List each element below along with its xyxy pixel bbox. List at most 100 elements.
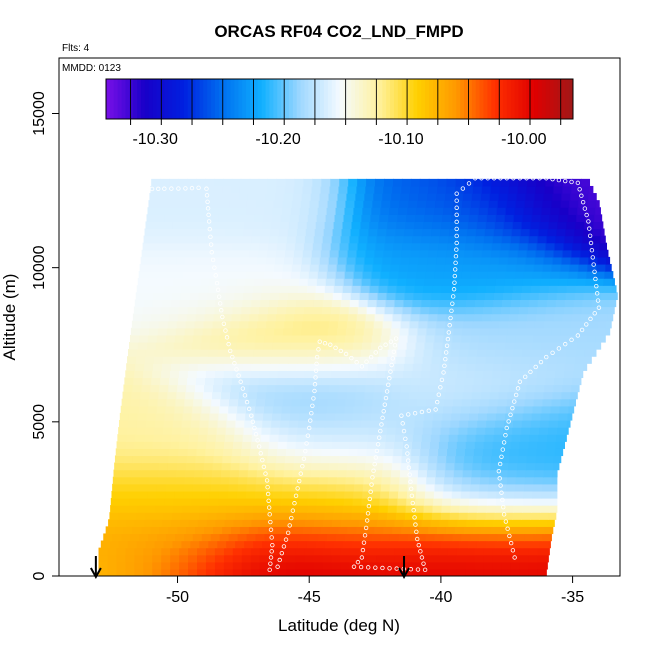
colorbar-segment	[444, 79, 449, 119]
heatmap-cell	[399, 327, 410, 336]
heatmap-cell	[514, 271, 525, 279]
heatmap-cell	[345, 200, 356, 208]
heatmap-cell	[351, 221, 362, 230]
heatmap-cell	[563, 306, 574, 315]
track-point	[226, 341, 231, 347]
heatmap-cell	[465, 547, 476, 556]
heatmap-cell	[140, 469, 150, 478]
heatmap-cell	[188, 547, 198, 556]
heatmap-cell	[252, 512, 263, 520]
heatmap-cell	[501, 299, 512, 308]
heatmap-cell	[229, 327, 239, 336]
heatmap-cell	[451, 412, 461, 421]
heatmap-cell	[367, 547, 377, 556]
heatmap-cell	[290, 490, 301, 499]
heatmap-cell	[598, 249, 608, 258]
heatmap-cell	[251, 299, 261, 308]
heatmap-cell	[556, 292, 567, 301]
heatmap-cell	[494, 540, 505, 549]
heatmap-cell	[426, 476, 436, 485]
heatmap-cell	[480, 327, 490, 336]
heatmap-cell	[410, 313, 421, 322]
heatmap-cell	[306, 512, 317, 520]
heatmap-cell	[525, 391, 536, 400]
heatmap-cell	[351, 285, 362, 293]
heatmap-cell	[557, 285, 568, 293]
heatmap-cell	[517, 462, 527, 471]
heatmap-cell	[244, 285, 254, 293]
heatmap-cell	[322, 561, 332, 570]
heatmap-cell	[477, 505, 487, 513]
heatmap-cell	[148, 533, 158, 542]
heatmap-cell	[172, 540, 183, 549]
track-point	[591, 262, 596, 267]
heatmap-cell	[537, 370, 547, 379]
heatmap-cell	[517, 249, 528, 258]
heatmap-cell	[320, 185, 331, 194]
heatmap-cell	[436, 256, 446, 265]
heatmap-cell	[503, 356, 513, 364]
heatmap-cell	[131, 469, 141, 478]
heatmap-cell	[223, 306, 233, 315]
heatmap-cell	[280, 214, 291, 223]
heatmap-cell	[302, 462, 312, 471]
heatmap-cell	[342, 512, 352, 520]
heatmap-cell	[255, 398, 266, 407]
heatmap-cell	[389, 490, 399, 499]
track-point	[372, 461, 377, 467]
heatmap-cell	[466, 363, 477, 371]
heatmap-cell	[337, 391, 348, 400]
heatmap-cell	[256, 263, 266, 272]
heatmap-cell	[430, 363, 441, 371]
track-point	[499, 490, 504, 495]
heatmap-cell	[123, 462, 133, 471]
heatmap-cell	[229, 263, 239, 272]
heatmap-cell	[371, 334, 382, 343]
heatmap-cell	[139, 483, 149, 492]
heatmap-cell	[324, 221, 335, 230]
colorbar-segment	[133, 79, 138, 119]
colorbar-segment	[203, 79, 208, 119]
heatmap-cell	[272, 405, 283, 414]
heatmap-cell	[402, 242, 412, 251]
heatmap-cell	[249, 178, 260, 187]
heatmap-cell	[289, 349, 299, 357]
heatmap-cell	[376, 519, 387, 527]
heatmap-cell	[288, 285, 299, 293]
heatmap-cell	[259, 448, 269, 457]
heatmap-cell	[504, 214, 515, 223]
heatmap-cell	[164, 214, 174, 223]
heatmap-cell	[329, 185, 340, 194]
heatmap-cell	[574, 228, 584, 237]
heatmap-cell	[492, 568, 503, 576]
track-point	[268, 519, 273, 525]
heatmap-cell	[409, 193, 419, 201]
heatmap-cell	[319, 320, 330, 329]
heatmap-cell	[292, 193, 303, 201]
track-point	[301, 456, 307, 462]
heatmap-cell	[394, 434, 405, 442]
heatmap-cell	[534, 469, 544, 478]
heatmap-cell	[458, 356, 468, 364]
heatmap-cell	[345, 327, 356, 336]
heatmap-cell	[292, 327, 302, 336]
heatmap-cell	[445, 384, 456, 393]
heatmap-cell	[397, 497, 407, 506]
heatmap-cell	[528, 568, 538, 576]
heatmap-cell	[392, 249, 402, 258]
track-point	[205, 206, 211, 211]
heatmap-cell	[228, 207, 238, 215]
colorbar-segment	[187, 79, 193, 119]
heatmap-cell	[454, 256, 464, 265]
heatmap-cell	[143, 235, 154, 244]
colorbar-segment	[366, 79, 372, 119]
heatmap-cell	[313, 370, 323, 379]
heatmap-cell	[392, 185, 402, 194]
heatmap-cell	[149, 256, 160, 265]
heatmap-cell	[240, 455, 250, 464]
heatmap-cell	[264, 533, 274, 542]
heatmap-cell	[514, 341, 524, 350]
heatmap-cell	[362, 533, 373, 542]
colorbar-segment	[308, 79, 313, 119]
heatmap-cell	[343, 341, 354, 350]
